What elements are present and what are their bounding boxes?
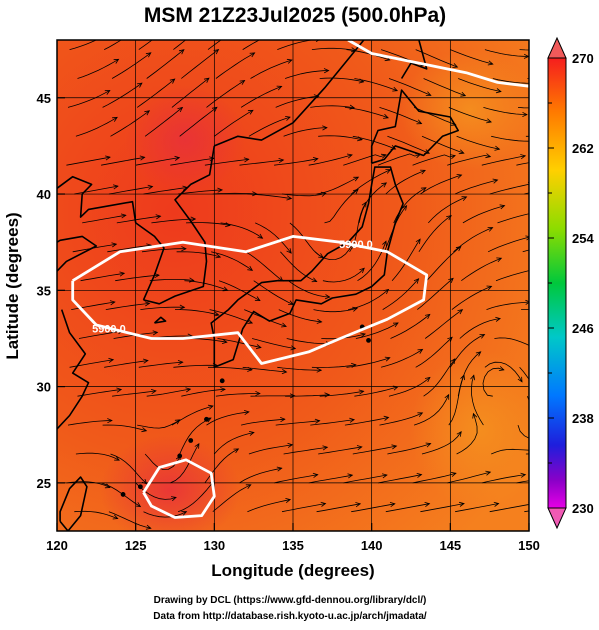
x-tick-label: 145 bbox=[439, 538, 461, 553]
island-dot bbox=[205, 418, 208, 421]
x-tick-label: 150 bbox=[518, 538, 540, 553]
x-tick-label: 130 bbox=[203, 538, 225, 553]
island-dot bbox=[367, 339, 370, 342]
streamline-arrowhead bbox=[536, 210, 541, 214]
streamline-arrowhead bbox=[534, 267, 539, 271]
map-plot-area: 5900.0 5900.0 bbox=[57, 21, 576, 546]
colorbar-tick-label: 262 bbox=[572, 141, 594, 156]
credit-data: Data from http://database.rish.kyoto-u.a… bbox=[153, 611, 427, 622]
streamline-arrowhead bbox=[530, 448, 535, 452]
colorbar-upper-arrow bbox=[548, 38, 566, 58]
x-tick-label: 140 bbox=[361, 538, 383, 553]
y-tick-label: 40 bbox=[37, 187, 51, 202]
island-dot bbox=[139, 485, 142, 488]
streamline-arrowhead bbox=[532, 81, 537, 85]
colorbar-lower-arrow bbox=[548, 508, 566, 528]
streamline-arrowhead bbox=[532, 345, 537, 349]
colorbar-tick-label: 254 bbox=[572, 231, 594, 246]
colorbar: 270 262 254 246 238 230 bbox=[548, 38, 594, 528]
warm-anomaly-south bbox=[100, 435, 240, 545]
colorbar-tick-label: 246 bbox=[572, 321, 594, 336]
streamline-arrowhead bbox=[571, 213, 576, 217]
colorbar-tick-label: 230 bbox=[572, 501, 594, 516]
streamline-arrowhead bbox=[278, 29, 283, 33]
y-tick-label: 35 bbox=[37, 283, 51, 298]
island-dot bbox=[178, 454, 181, 457]
figure-title: MSM 21Z23Jul2025 (500.0hPa) bbox=[144, 4, 446, 27]
y-tick-label: 25 bbox=[37, 476, 51, 491]
x-axis-label: Longitude (degrees) bbox=[211, 561, 374, 580]
colorbar-tick-label: 270 bbox=[572, 51, 594, 66]
x-tick-label: 120 bbox=[46, 538, 68, 553]
x-tick-label: 135 bbox=[282, 538, 304, 553]
y-axis-label: Latitude (degrees) bbox=[3, 212, 22, 359]
y-tick-label: 30 bbox=[37, 380, 51, 395]
contour-label: 5900.0 bbox=[92, 324, 126, 336]
island-dot bbox=[121, 493, 124, 496]
streamline-arrowhead bbox=[568, 347, 573, 351]
streamline-arrowhead bbox=[531, 139, 536, 143]
credit-drawing: Drawing by DCL (https://www.gfd-dennou.o… bbox=[154, 595, 427, 606]
streamline-arrowhead bbox=[106, 32, 111, 36]
island-dot bbox=[221, 379, 224, 382]
streamline-arrowhead bbox=[569, 271, 574, 275]
island-dot bbox=[189, 439, 192, 442]
colorbar-tick-label: 238 bbox=[572, 411, 594, 426]
streamline-arrowhead bbox=[139, 25, 144, 29]
contour-label: 5900.0 bbox=[339, 239, 373, 251]
streamline-arrowhead bbox=[566, 71, 571, 75]
y-tick-label: 45 bbox=[37, 91, 51, 106]
x-tick-label: 125 bbox=[125, 538, 147, 553]
